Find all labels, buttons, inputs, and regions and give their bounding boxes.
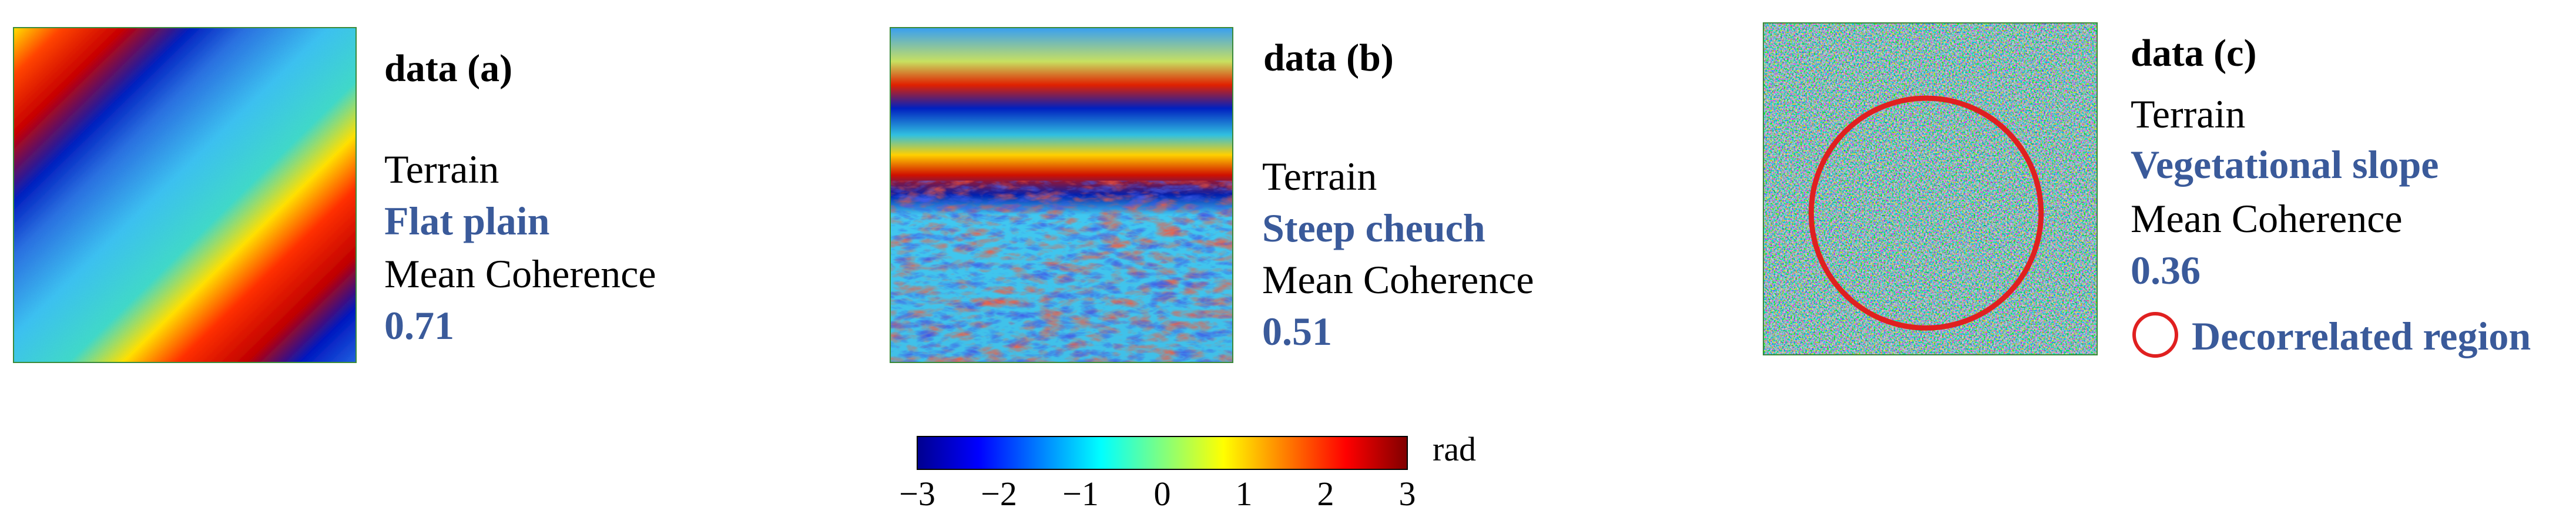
panel-c-coherence-value: 0.36 [2131,248,2201,293]
colorbar-tick-label: −3 [899,475,935,513]
decorrelated-legend-label: Decorrelated region [2192,314,2531,358]
panel-b-coherence-label: Mean Coherence [1262,257,1534,302]
panel-c-terrain-label: Terrain [2131,92,2246,136]
panel-a-coherence-value: 0.71 [384,303,454,348]
panel-c-title: data (c) [2131,32,2257,75]
panel-a-coherence-label: Mean Coherence [384,251,656,296]
colorbar-tick-label: 3 [1398,475,1416,513]
phase-image-b [890,27,1233,363]
colorbar-tick-label: −1 [1062,475,1099,513]
panel-b-terrain-label: Terrain [1262,154,1377,199]
colorbar-tick-label: 2 [1317,475,1334,513]
panel-c-terrain-value: Vegetational slope [2131,142,2439,187]
colorbar-tick-label: −2 [981,475,1017,513]
panel-a-title: data (a) [384,47,513,90]
colorbar-unit: rad [1433,430,1477,468]
panel-a-terrain-label: Terrain [384,147,499,192]
colorbar-tick-label: 1 [1235,475,1253,513]
colorbar [917,436,1408,470]
decorrelated-region-circle [1808,95,2044,331]
panel-a-terrain-value: Flat plain [384,199,550,243]
panel-c-coherence-label: Mean Coherence [2131,196,2403,241]
panel-b-title: data (b) [1263,36,1394,79]
panel-b-coherence-value: 0.51 [1262,309,1332,354]
phase-image-c [1763,22,2098,355]
phase-image-a [13,27,357,363]
colorbar-gradient [917,436,1408,470]
colorbar-tick-label: 0 [1153,475,1171,513]
decorrelated-legend-icon [2132,312,2178,358]
panel-b-terrain-value: Steep cheuch [1262,206,1485,250]
